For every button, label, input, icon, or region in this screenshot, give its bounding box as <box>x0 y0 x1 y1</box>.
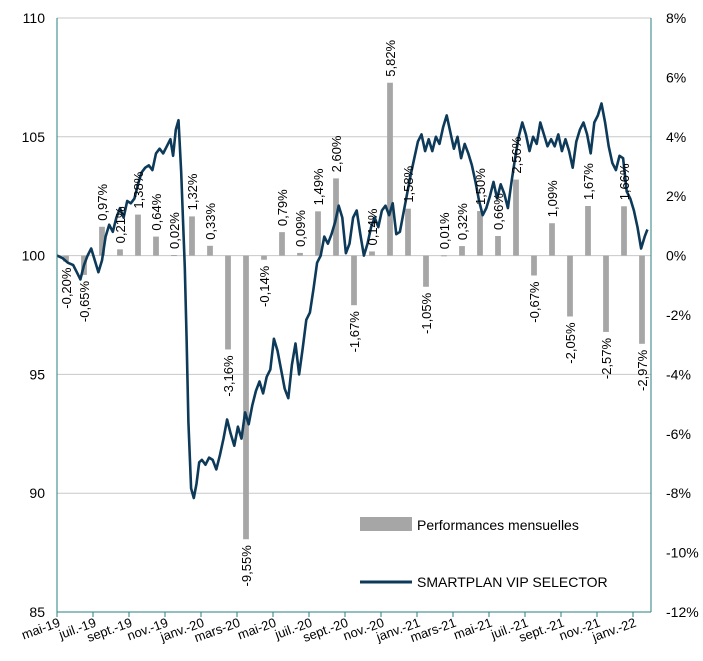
bar <box>315 211 321 256</box>
data-label: -2,57% <box>599 338 614 380</box>
data-label: 0,14% <box>365 208 380 245</box>
nav-line <box>56 102 649 500</box>
bar <box>153 236 159 256</box>
bar <box>351 255 357 306</box>
legend-label-bars: Performances mensuelles <box>417 517 579 533</box>
data-label: 0,97% <box>95 183 110 220</box>
data-label: -1,67% <box>347 311 362 353</box>
data-label: 0,01% <box>437 212 452 249</box>
data-label: 1,50% <box>473 168 488 205</box>
y-left-tick-label: 90 <box>29 485 45 501</box>
data-label: -9,55% <box>239 545 254 587</box>
y-left-tick-label: 110 <box>23 10 46 26</box>
data-label: -0,14% <box>257 265 272 307</box>
bar <box>225 255 231 350</box>
data-label: 2,56% <box>509 136 524 173</box>
bar <box>135 214 141 256</box>
data-label: 1,32% <box>185 173 200 210</box>
bar <box>585 206 591 256</box>
legend: Performances mensuelles SMARTPLAN VIP SE… <box>360 517 608 590</box>
bar <box>279 232 285 256</box>
data-label: 1,38% <box>131 171 146 208</box>
y-right-tick-label: 0% <box>666 248 686 264</box>
y-right-tick-label: 8% <box>666 10 686 26</box>
bar <box>459 246 465 256</box>
data-label: -2,97% <box>635 349 650 391</box>
y-right-tick-label: 4% <box>666 129 686 145</box>
bar <box>603 255 609 332</box>
bar <box>189 216 195 256</box>
data-label: 0,32% <box>455 203 470 240</box>
data-label: -2,05% <box>563 322 578 364</box>
data-label: 0,79% <box>275 189 290 226</box>
data-label: 1,49% <box>311 168 326 205</box>
x-axis-labels: mai-19juil.-19sept.-19nov.-19janv.-20mar… <box>20 615 638 645</box>
bar <box>117 249 123 256</box>
bar <box>441 255 447 257</box>
bars-series <box>63 82 645 540</box>
data-label: -0,20% <box>59 267 74 309</box>
bar <box>207 245 213 256</box>
bar <box>495 235 501 256</box>
y-right-tick-label: 6% <box>666 69 686 85</box>
line-series <box>56 102 649 500</box>
bar <box>297 252 303 256</box>
data-label: 0,09% <box>293 210 308 247</box>
data-label: 1,58% <box>401 165 416 202</box>
legend-label-line: SMARTPLAN VIP SELECTOR <box>417 574 608 590</box>
y-left-tick-label: 105 <box>22 129 46 145</box>
data-labels: -0,20% -0,65% 0,97%0,21%1,38%0,64% 0,02%1,3… <box>59 39 650 586</box>
data-label: -0,67% <box>527 281 542 323</box>
bar <box>63 255 69 262</box>
bar <box>531 255 537 276</box>
bar <box>621 206 627 256</box>
data-label: 2,60% <box>329 135 344 172</box>
data-label: 1,66% <box>617 163 632 200</box>
y-right-tick-label: -12% <box>666 604 699 620</box>
axes <box>56 18 652 617</box>
bar <box>261 255 267 260</box>
bar <box>387 82 393 256</box>
y-axis-left-labels: 85 90 95 100 105 110 <box>22 10 46 620</box>
data-label: 0,02% <box>167 212 182 249</box>
y-right-tick-label: 2% <box>666 188 686 204</box>
y-left-tick-label: 85 <box>29 604 45 620</box>
data-label: 0,21% <box>113 206 128 243</box>
data-label: 1,67% <box>581 163 596 200</box>
bar <box>477 211 483 256</box>
legend-swatch-bars <box>360 517 412 531</box>
y-left-tick-label: 95 <box>29 366 45 382</box>
bar <box>513 179 519 256</box>
y-right-tick-label: -10% <box>666 545 699 561</box>
y-right-tick-label: -8% <box>666 485 691 501</box>
bar <box>369 251 375 256</box>
bar <box>549 223 555 256</box>
data-label: 1,09% <box>545 180 560 217</box>
y-right-tick-label: -4% <box>666 366 691 382</box>
x-tick-label: mai-21 <box>452 615 494 643</box>
bar <box>99 226 105 256</box>
bar <box>243 255 249 540</box>
bar <box>567 255 573 317</box>
bar <box>423 255 429 287</box>
data-label: 0,33% <box>203 202 218 239</box>
y-axis-right-labels: -12% -10% -8% -6% -4% -2% 0% 2% 4% 6% 8% <box>666 10 699 620</box>
bar <box>171 255 177 257</box>
data-label: 5,82% <box>383 39 398 76</box>
x-tick-label: mai-20 <box>236 615 278 643</box>
bar <box>405 208 411 256</box>
data-label: 0,64% <box>149 193 164 230</box>
bar <box>639 255 645 344</box>
y-right-tick-label: -6% <box>666 426 691 442</box>
data-label: 0,66% <box>491 193 506 230</box>
data-label: -0,65% <box>77 280 92 322</box>
y-left-tick-label: 100 <box>22 248 46 264</box>
data-label: -3,16% <box>221 355 236 397</box>
data-label: -1,05% <box>419 292 434 334</box>
y-right-tick-label: -2% <box>666 307 691 323</box>
